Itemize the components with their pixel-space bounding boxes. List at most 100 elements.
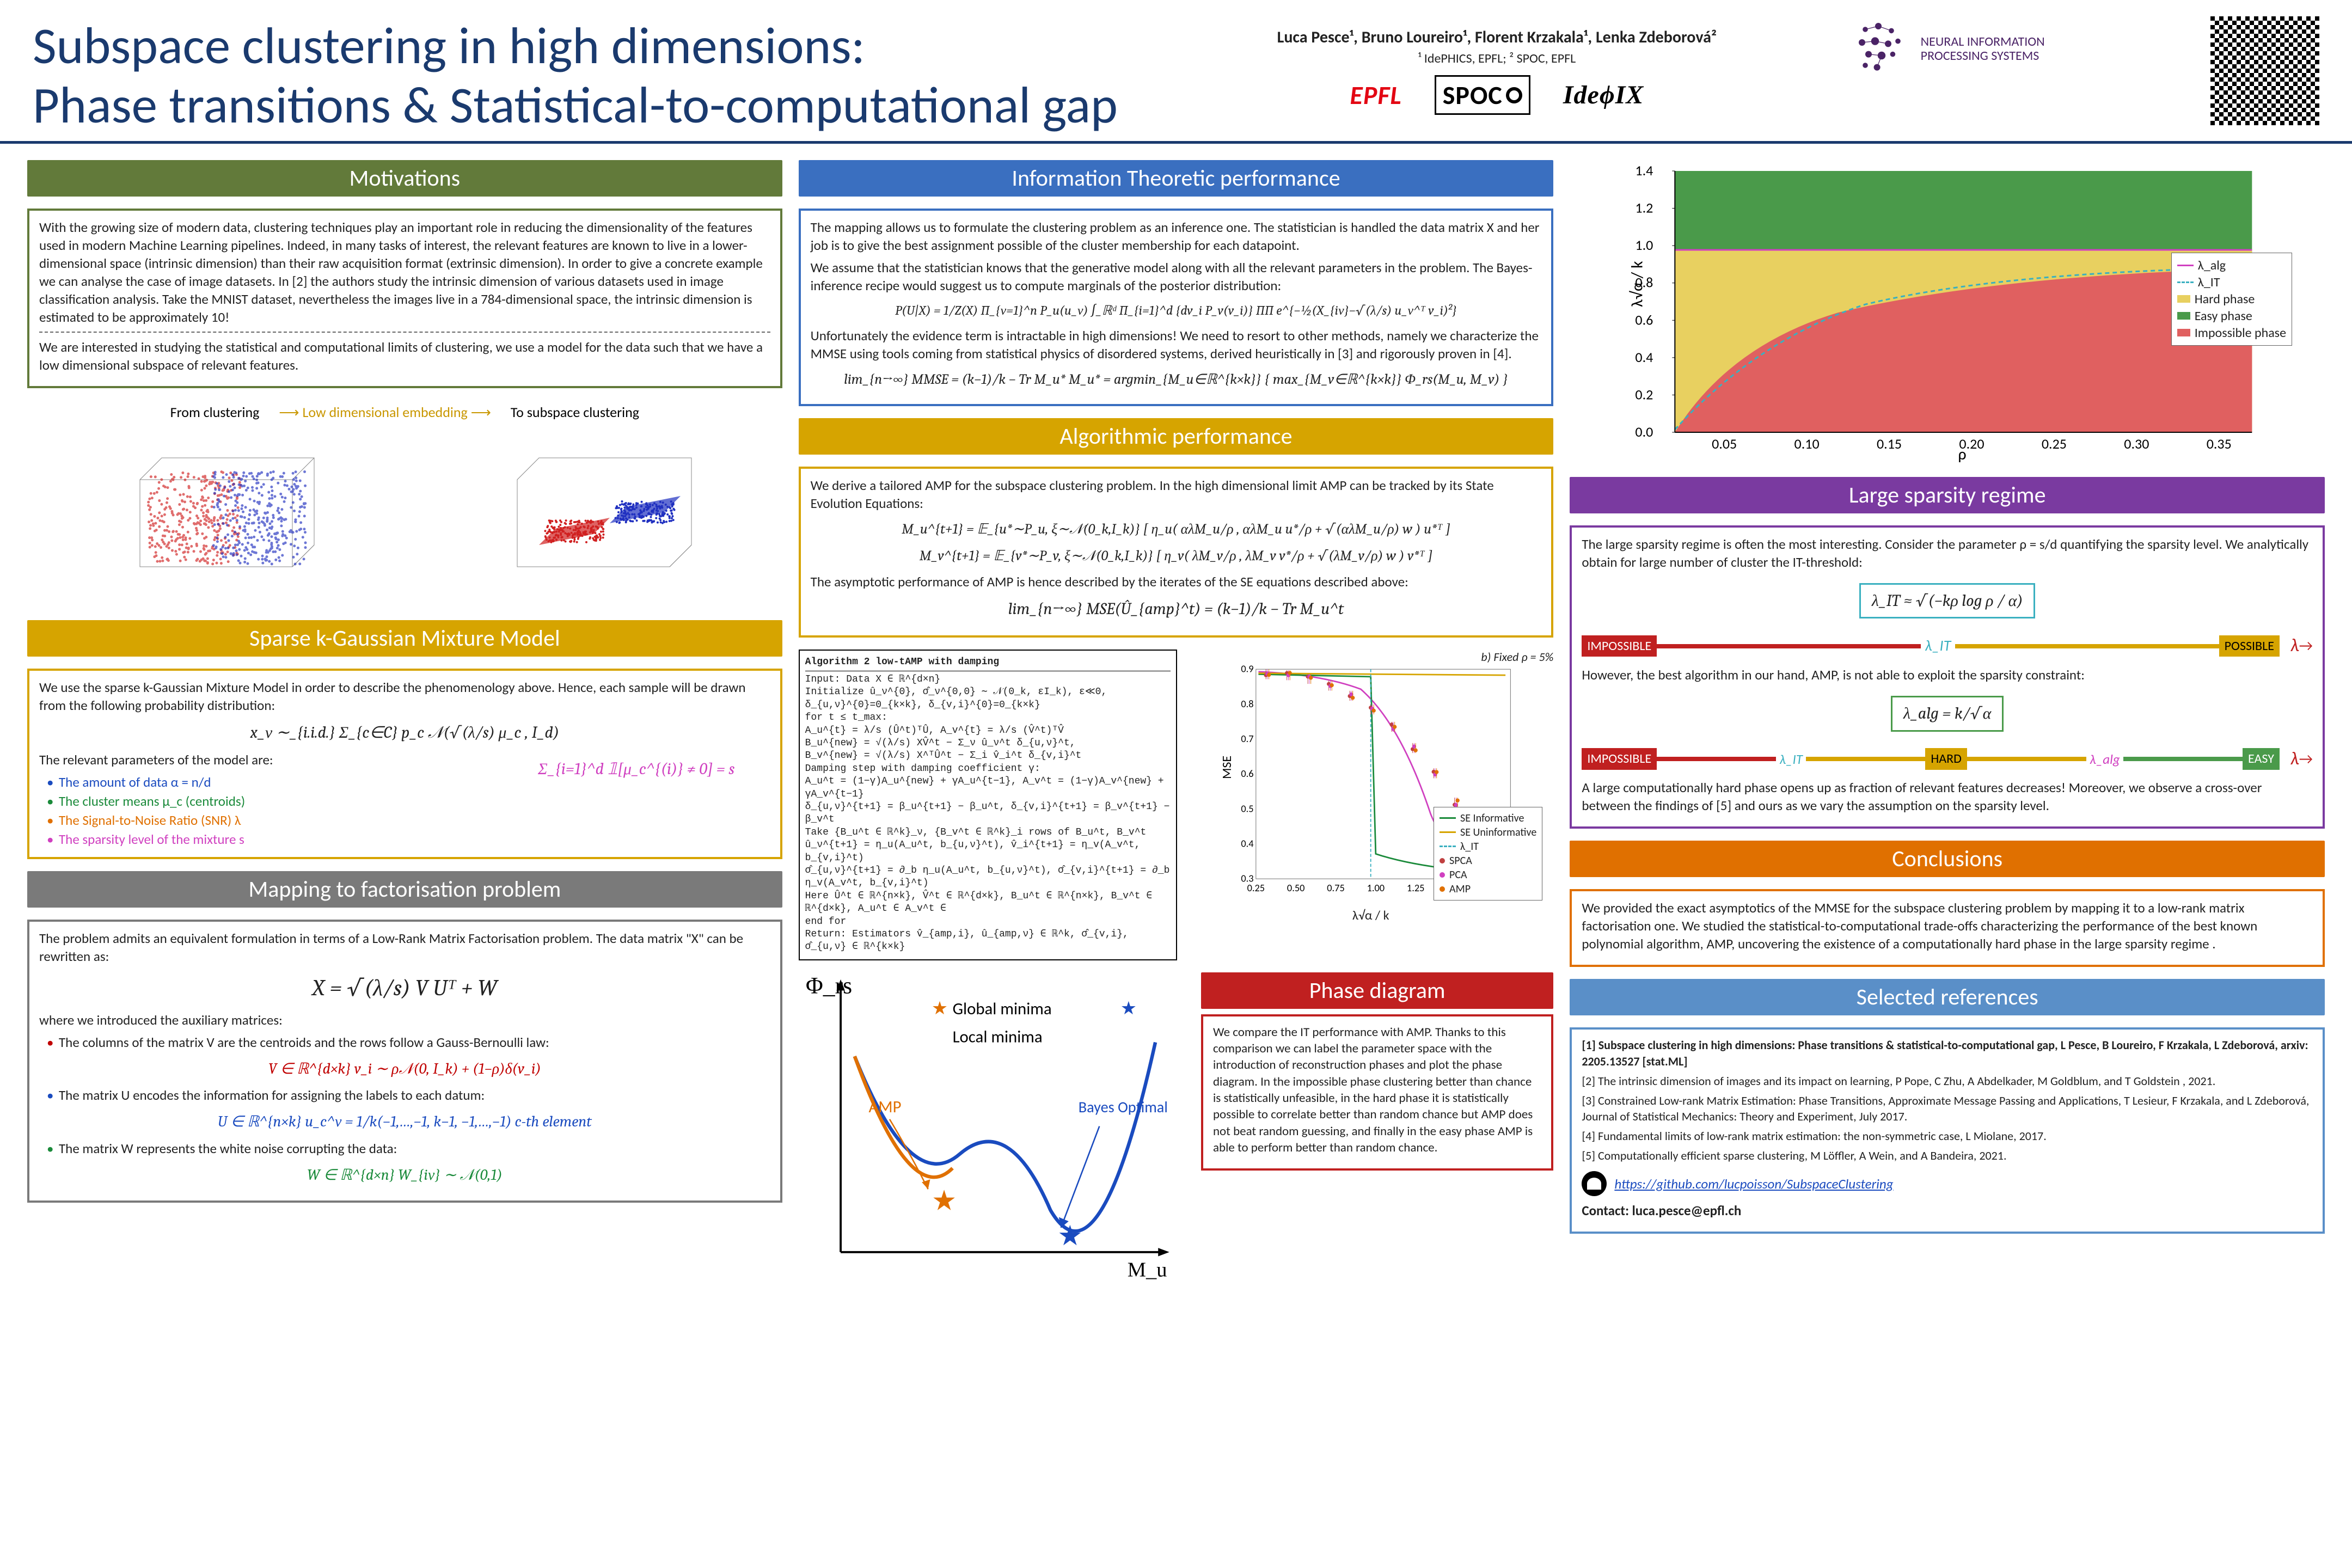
svg-text:M_u: M_u <box>1127 1258 1167 1279</box>
svg-text:0.7: 0.7 <box>1241 733 1253 745</box>
svg-text:λ√α / k: λ√α / k <box>1627 260 1647 307</box>
motivations-text: With the growing size of modern data, cl… <box>39 218 770 326</box>
svg-text:0.25: 0.25 <box>2042 435 2067 452</box>
cluster-3d-left <box>107 425 325 599</box>
title-line2: Phase transitions & Statistical-to-compu… <box>33 76 1148 135</box>
algo-line: Take {B_u^t ∈ ℝ^k}_ν, {B_v^t ∈ ℝ^k}_i ro… <box>805 826 1171 839</box>
ref-item: [1] Subspace clustering in high dimensio… <box>1582 1037 2313 1069</box>
algo-line: B_u^{new} = √(λ/s) XV̂^t − Σ_ν û_ν^t δ_{… <box>805 737 1171 750</box>
legend-item: λ_IT <box>2177 274 2286 290</box>
to-label: To subspace clustering <box>511 403 639 421</box>
algo-f2: M_v^{t+1} = 𝔼_{v*∼P_v, ξ∼𝒩(0_k,I_k)} [ η… <box>811 547 1542 565</box>
sparsity-p2: However, the best algorithm in our hand,… <box>1582 666 2313 684</box>
svg-text:1.00: 1.00 <box>1367 882 1385 894</box>
algo-line: Input: Data X ∈ ℝ^{d×n} <box>805 673 1171 686</box>
svg-text:0.25: 0.25 <box>1247 882 1265 894</box>
sparsity-f1: λ_IT ≈ √(−kρ log ρ / α) <box>1859 583 2036 619</box>
svg-text:Bayes Optimal: Bayes Optimal <box>1078 1098 1167 1117</box>
svg-text:0.15: 0.15 <box>1877 435 1902 452</box>
svg-text:1.2: 1.2 <box>1636 199 1653 216</box>
legend-item: PCA <box>1440 868 1536 881</box>
authors: Luca Pesce¹, Bruno Loureiro¹, Florent Kr… <box>1148 27 1846 47</box>
column-3: 0.00.20.40.60.81.01.21.4 0.050.100.150.2… <box>1570 160 2325 1552</box>
sparse-side-formula: Σ_{i=1}^d 𝟙[μ_c^{(i)} ≠ 0] = s <box>502 758 770 842</box>
algo-line: Damping step with damping coefficient γ: <box>805 763 1171 775</box>
column-2: Information Theoretic performance The ma… <box>799 160 1554 1552</box>
poster-root: Subspace clustering in high dimensions: … <box>0 0 2352 1568</box>
mse-legend: SE InformativeSE Uninformativeλ_ITSPCAPC… <box>1434 807 1542 901</box>
svg-text:1.4: 1.4 <box>1636 162 1653 179</box>
svg-text:1.0: 1.0 <box>1636 236 1653 254</box>
energy-svg: ★ ★ ★ ★ Φ_rs M_u Global minima Local min… <box>799 972 1190 1280</box>
epfl-logo: EPFL <box>1350 79 1401 111</box>
svg-text:0.6: 0.6 <box>1241 768 1253 780</box>
it-p3: Unfortunately the evidence term is intra… <box>811 327 1542 363</box>
param-item: •The amount of data α = n/d <box>47 773 486 791</box>
mapping-formula: X = √(λ/s) V Uᵀ + W <box>39 973 770 1003</box>
legend-item: Hard phase <box>2177 291 2286 307</box>
legend-item: λ_alg <box>2177 258 2286 273</box>
sparsity-f2: λ_alg = k/√α <box>1891 696 2004 732</box>
contact: Contact: luca.pesce@epfl.ch <box>1582 1202 2313 1220</box>
motivations-callout: We are interested in studying the statis… <box>39 338 770 374</box>
phase-diagram-plot: 0.00.20.40.60.81.01.21.4 0.050.100.150.2… <box>1570 160 2325 465</box>
algo-line: Here Û^t ∈ ℝ^{n×k}, V̂^t ∈ ℝ^{d×k}, B_u^… <box>805 890 1171 916</box>
mapping-item: •The matrix W represents the white noise… <box>39 1140 770 1185</box>
mapping-sub: where we introduced the auxiliary matric… <box>39 1011 770 1029</box>
sparse-intro: We use the sparse k-Gaussian Mixture Mod… <box>39 678 770 714</box>
energy-plot: ★ ★ ★ ★ Φ_rs M_u Global minima Local min… <box>799 972 1190 1552</box>
it-f1: P(U|X) = 1/Z(X) ∏_{ν=1}^n P_u(u_ν) ∫_ℝᵈ … <box>811 302 1542 320</box>
svg-text:0.30: 0.30 <box>2124 435 2149 452</box>
github-icon <box>1582 1171 1607 1196</box>
phase-bar-1: IMPOSSIBLE λ_IT POSSIBLE λ → <box>1582 634 2313 658</box>
spoc-logo: SPOC <box>1435 75 1530 115</box>
svg-text:0.6: 0.6 <box>1636 311 1653 328</box>
it-p1: The mapping allows us to formulate the c… <box>811 218 1542 254</box>
phase-legend: λ_algλ_ITHard phaseEasy phaseImpossible … <box>2171 253 2292 346</box>
cluster-figures: From clustering ⟶ Low dimensional embedd… <box>27 406 782 599</box>
title-block: Subspace clustering in high dimensions: … <box>33 16 1148 136</box>
param-item: •The Signal-to-Noise Ratio (SNR) λ <box>47 811 486 829</box>
sparsity-box: The large sparsity regime is often the m… <box>1570 525 2325 829</box>
legend-item: Impossible phase <box>2177 325 2286 341</box>
legend-item: AMP <box>1440 883 1536 896</box>
mapping-item: •The matrix U encodes the information fo… <box>39 1086 770 1132</box>
algo-f3: lim_{n→∞} MSE(Û_{amp}^t) = (k−1)/k − Tr … <box>811 598 1542 620</box>
algo-line: û_ν^{t+1} = η_u(A_u^t, b_{u,ν}^t), v̂_i^… <box>805 839 1171 865</box>
logos: EPFL SPOC IdeϕIX <box>1148 75 1846 115</box>
sparse-formula: x_ν ∼_{i.i.d.} Σ_{c∈C} p_c 𝒩(√(λ/s) μ_c … <box>39 722 770 744</box>
authors-block: Luca Pesce¹, Bruno Loureiro¹, Florent Kr… <box>1148 16 1846 115</box>
algo-line: A_u^{t} = λ/s (Û^t)ᵀÛ, A_v^{t} = λ/s (V̂… <box>805 725 1171 737</box>
refs-box: [1] Subspace clustering in high dimensio… <box>1570 1027 2325 1234</box>
mapping-box: The problem admits an equivalent formula… <box>27 920 782 1203</box>
it-header: Information Theoretic performance <box>799 160 1554 197</box>
github-link[interactable]: https://github.com/lucpoisson/SubspaceCl… <box>1582 1171 2313 1196</box>
nips-logo: NEURAL INFORMATION PROCESSING SYSTEMS <box>1846 16 2194 82</box>
svg-text:★: ★ <box>1120 997 1137 1019</box>
column-1: Motivations With the growing size of mod… <box>27 160 782 1552</box>
idephics-logo: IdeϕIX <box>1563 80 1644 110</box>
algo-line: end for <box>805 916 1171 928</box>
svg-text:ρ: ρ <box>1958 444 1967 464</box>
algo-line: for t ≤ t_max: <box>805 712 1171 724</box>
conclusions-header: Conclusions <box>1570 841 2325 877</box>
mapping-item: •The columns of the matrix V are the cen… <box>39 1033 770 1079</box>
mapping-header: Mapping to factorisation problem <box>27 871 782 908</box>
it-f2: lim_{n→∞} MMSE = (k−1)/k − Tr M_u* M_u* … <box>811 370 1542 389</box>
legend-item: Easy phase <box>2177 308 2286 324</box>
legend-item: SE Informative <box>1440 812 1536 825</box>
algo-line: A_u^t = (1−γ)A_u^{new} + γA_u^{t−1}, A_v… <box>805 775 1171 801</box>
title-line1: Subspace clustering in high dimensions: <box>33 16 1148 76</box>
svg-text:0.4: 0.4 <box>1241 837 1253 849</box>
algo-p1: We derive a tailored AMP for the subspac… <box>811 476 1542 512</box>
it-box: The mapping allows us to formulate the c… <box>799 209 1554 407</box>
motivations-box: With the growing size of modern data, cl… <box>27 209 782 388</box>
algo-line: Return: Estimators v̂_{amp,i}, û_{amp,ν}… <box>805 928 1171 954</box>
svg-text:0.35: 0.35 <box>2207 435 2232 452</box>
github-url[interactable]: https://github.com/lucpoisson/SubspaceCl… <box>1614 1175 1893 1193</box>
svg-text:0.05: 0.05 <box>1712 435 1737 452</box>
affiliations: ¹ IdePHICS, EPFL; ² SPOC, EPFL <box>1148 51 1846 66</box>
phase-box: We compare the IT performance with AMP. … <box>1201 1014 1553 1171</box>
svg-text:0.8: 0.8 <box>1241 698 1253 710</box>
legend-item: SPCA <box>1440 854 1536 867</box>
